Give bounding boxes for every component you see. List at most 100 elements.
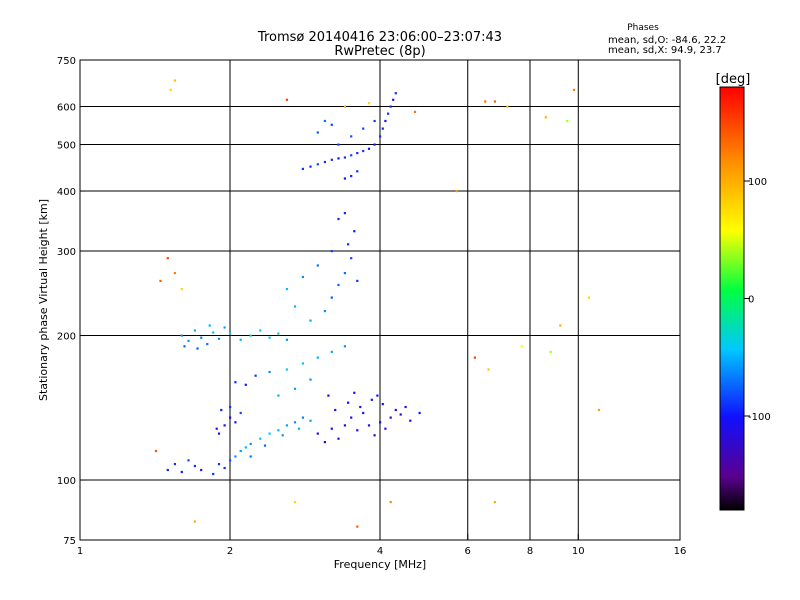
stats-line-o: mean, sd,O: -84.6, 22.2	[608, 35, 726, 46]
data-point	[159, 279, 162, 282]
data-point	[343, 105, 346, 108]
data-point	[316, 356, 319, 359]
data-point	[347, 243, 350, 246]
y-tick-label: 500	[57, 141, 76, 152]
y-tick-label: 300	[57, 247, 76, 258]
data-point	[323, 441, 326, 444]
data-point	[381, 403, 384, 406]
data-point	[330, 350, 333, 353]
data-point	[212, 472, 215, 476]
data-point	[413, 110, 417, 113]
data-point	[343, 272, 346, 275]
colorbar-label: [deg]	[716, 72, 751, 87]
x-tick-label: 16	[674, 546, 687, 557]
data-point	[367, 147, 371, 150]
data-point	[350, 154, 353, 157]
data-point	[549, 350, 552, 353]
data-point	[277, 394, 280, 397]
data-point	[347, 401, 350, 404]
data-point	[263, 444, 267, 447]
data-point	[215, 427, 218, 430]
data-point	[154, 449, 158, 453]
data-point	[350, 175, 353, 178]
data-point	[208, 324, 211, 327]
data-point	[362, 149, 365, 153]
data-point	[229, 405, 232, 409]
data-point	[229, 332, 232, 335]
chart-title: Tromsø 20140416 23:06:00–23:07:43	[257, 30, 502, 45]
stats-title: Phases	[627, 23, 659, 33]
data-point	[316, 264, 319, 267]
data-point	[173, 463, 176, 466]
data-point	[330, 123, 333, 126]
data-point	[166, 468, 169, 472]
data-point	[316, 163, 319, 166]
x-tick-label: 6	[465, 546, 471, 557]
data-point	[183, 345, 186, 348]
data-point	[196, 347, 199, 350]
x-axis-ticks: 1 2 4 6 8 10 16	[77, 534, 687, 557]
data-point	[384, 119, 387, 123]
colorbar-tick-label: 0	[748, 295, 754, 306]
data-point	[277, 429, 280, 432]
data-point	[234, 455, 237, 458]
data-point	[220, 408, 223, 412]
data-point	[343, 212, 346, 215]
data-point	[234, 421, 237, 424]
data-point	[330, 250, 333, 253]
data-point	[193, 329, 196, 332]
data-point	[587, 296, 590, 299]
data-point	[327, 394, 330, 397]
data-point	[362, 411, 365, 415]
data-point	[212, 331, 215, 334]
data-point	[350, 135, 353, 138]
y-axis-ticks: 75 100 200 300 400 500 600 750	[57, 56, 86, 547]
data-point	[362, 127, 365, 130]
y-tick-label: 600	[57, 103, 76, 114]
y-tick-label: 75	[63, 536, 76, 547]
data-point	[239, 411, 242, 415]
x-tick-label: 8	[527, 546, 533, 557]
data-point	[350, 257, 353, 260]
data-point	[399, 413, 402, 416]
data-point	[343, 345, 346, 348]
data-point	[572, 88, 576, 91]
data-point	[370, 398, 373, 401]
data-point	[309, 378, 312, 381]
data-point	[223, 424, 226, 427]
data-point	[337, 157, 340, 160]
data-point	[285, 98, 288, 101]
data-point	[293, 501, 297, 504]
data-point	[520, 345, 523, 348]
data-point	[323, 160, 326, 164]
y-tick-label: 200	[57, 332, 76, 343]
data-point	[334, 408, 337, 412]
data-point	[173, 272, 176, 275]
data-point	[559, 324, 562, 327]
data-point	[487, 368, 490, 371]
data-point	[301, 167, 304, 170]
data-point	[409, 419, 412, 422]
data-point	[323, 119, 326, 123]
data-point	[223, 326, 226, 329]
data-point	[330, 427, 333, 430]
data-point	[356, 279, 359, 282]
data-point	[389, 105, 392, 108]
data-point	[223, 466, 226, 470]
data-point	[297, 427, 301, 430]
data-point	[418, 411, 421, 415]
data-point	[544, 116, 547, 119]
data-point	[244, 446, 247, 449]
data-point	[356, 525, 359, 528]
data-point	[301, 416, 304, 419]
data-point	[493, 501, 496, 504]
data-point	[455, 190, 458, 193]
x-tick-label: 10	[572, 546, 585, 557]
data-point	[180, 470, 183, 474]
data-point	[356, 152, 359, 155]
data-point	[323, 310, 326, 313]
data-point	[350, 416, 353, 419]
data-point	[229, 416, 232, 419]
data-point	[359, 405, 362, 409]
colorbar	[719, 86, 745, 511]
